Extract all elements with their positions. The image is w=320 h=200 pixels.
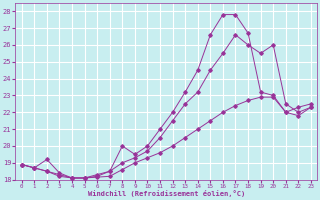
- X-axis label: Windchill (Refroidissement éolien,°C): Windchill (Refroidissement éolien,°C): [88, 190, 245, 197]
